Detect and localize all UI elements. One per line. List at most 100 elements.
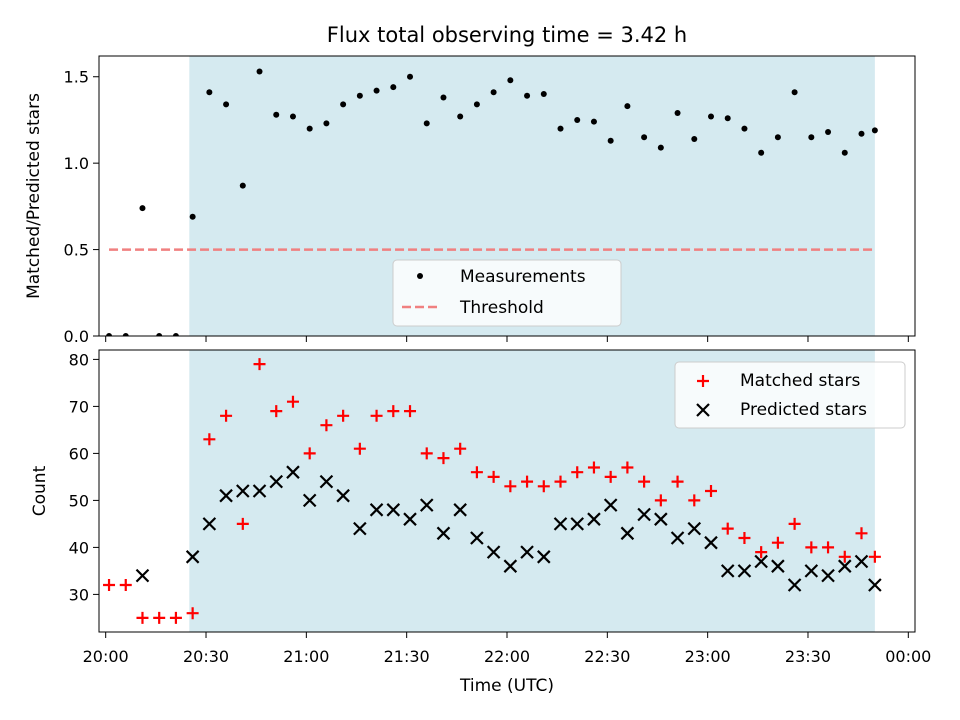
predicted-stars-point <box>537 550 551 564</box>
x-axis-label: Time (UTC) <box>459 676 554 696</box>
matched-stars-point <box>487 470 500 483</box>
measurement-point <box>724 115 731 122</box>
measurement-point <box>557 125 564 132</box>
measurement-point <box>841 149 848 156</box>
measurement-point <box>106 333 113 336</box>
measurement-point <box>871 127 878 134</box>
matched-stars-point <box>521 475 534 488</box>
measurement-point <box>641 134 648 141</box>
matched-stars-point <box>537 480 550 493</box>
predicted-stars-point <box>403 512 417 526</box>
matched-stars-point <box>654 494 667 507</box>
matched-stars-point <box>387 405 400 418</box>
matched-stars-point <box>705 485 717 497</box>
y-axis-ticks: 30 40 50 60 70 80 <box>69 350 99 604</box>
predicted-stars-point <box>620 526 635 541</box>
matched-stars-point <box>404 405 417 418</box>
matched-stars-point <box>738 532 751 544</box>
y-tick-label: 80 <box>69 350 89 369</box>
matched-stars-point <box>587 461 600 474</box>
predicted-stars-point <box>587 512 601 526</box>
matched-stars-point <box>286 395 299 408</box>
matched-stars-point <box>721 522 734 535</box>
measurement-point <box>239 182 246 189</box>
predicted-stars-point <box>135 568 150 583</box>
matched-stars-point <box>420 447 433 460</box>
predicted-stars-point <box>737 564 752 578</box>
measurement-point <box>172 333 179 336</box>
measurement-point <box>490 89 497 96</box>
predicted-stars-point <box>520 545 534 559</box>
predicted-stars-point <box>787 578 802 592</box>
measurement-point <box>741 125 748 132</box>
y-axis-label: Matched/Predicted stars <box>24 93 44 299</box>
y-tick-label: 30 <box>69 585 89 604</box>
measurement-point <box>206 89 213 96</box>
matched-stars-point <box>755 546 768 559</box>
x-tick-label: 22:00 <box>484 647 530 666</box>
predicted-stars-point <box>486 545 501 559</box>
measurement-point <box>657 144 664 151</box>
matched-stars-point <box>638 475 651 488</box>
y-tick-label: 0.0 <box>64 327 89 346</box>
measurement-point <box>858 130 865 137</box>
predicted-stars-point <box>553 517 568 531</box>
measurement-point <box>423 120 430 127</box>
predicted-stars-point <box>185 550 200 564</box>
y-tick-label: 1.5 <box>64 68 89 87</box>
y-tick-label: 40 <box>69 538 89 557</box>
measurement-point <box>473 101 480 108</box>
y-axis-label: Count <box>30 465 50 516</box>
y-tick-label: 70 <box>69 397 89 416</box>
legend-label-measurements: Measurements <box>460 267 586 287</box>
measurement-point <box>356 92 363 99</box>
matched-stars-point <box>186 607 199 620</box>
x-tick-label: 23:30 <box>785 647 831 666</box>
measurement-point <box>524 92 531 99</box>
measurement-point <box>189 213 196 220</box>
matched-stars-point <box>838 550 851 563</box>
matched-stars-point <box>119 579 132 591</box>
measurement-point <box>289 113 296 120</box>
predicted-stars-point <box>821 568 835 583</box>
predicted-stars-point <box>286 465 300 479</box>
matched-stars-point <box>604 470 617 483</box>
measurement-point <box>306 125 313 132</box>
measurement-point <box>407 73 414 80</box>
legend: Measurements Threshold <box>392 259 622 327</box>
measurement-point <box>808 134 815 141</box>
measurement-point <box>156 333 163 336</box>
matched-stars-point <box>554 475 567 488</box>
matched-stars-point <box>788 517 801 530</box>
y-tick-label: 50 <box>69 491 89 510</box>
matched-stars-point <box>270 405 283 418</box>
matched-stars-point <box>320 419 333 432</box>
predicted-stars-point <box>419 498 434 512</box>
legend: Matched stars Predicted stars <box>674 361 906 429</box>
measurement-point <box>691 135 698 142</box>
measurement-point <box>674 110 681 117</box>
matched-stars-point <box>236 517 249 530</box>
matched-stars-point <box>203 433 216 446</box>
legend-marker-measurements <box>417 273 423 279</box>
panel-ratio: 0.0 0.5 1.0 1.5 Flux total observing time =… <box>24 23 916 346</box>
x-tick-label: 22:30 <box>584 647 630 666</box>
measurement-point <box>758 149 765 156</box>
matched-stars-point <box>220 409 233 422</box>
matched-stars-point <box>103 579 116 591</box>
matched-stars-point <box>688 494 701 507</box>
panel-counts: 30 40 50 60 70 80 20:00 20:30 21:00 21:30 22:00 22… <box>30 349 931 696</box>
measurement-point <box>624 103 631 110</box>
predicted-stars-point <box>353 521 367 536</box>
predicted-stars-point <box>453 503 467 517</box>
predicted-stars-point <box>720 564 735 578</box>
matched-stars-point <box>504 480 517 493</box>
matched-stars-point <box>621 461 634 474</box>
matched-stars-point <box>571 466 584 479</box>
predicted-stars-point <box>369 503 384 517</box>
measurement-point <box>540 91 547 98</box>
predicted-stars-point <box>868 578 882 592</box>
x-tick-label: 20:00 <box>83 647 129 666</box>
legend-label-threshold: Threshold <box>459 298 544 318</box>
